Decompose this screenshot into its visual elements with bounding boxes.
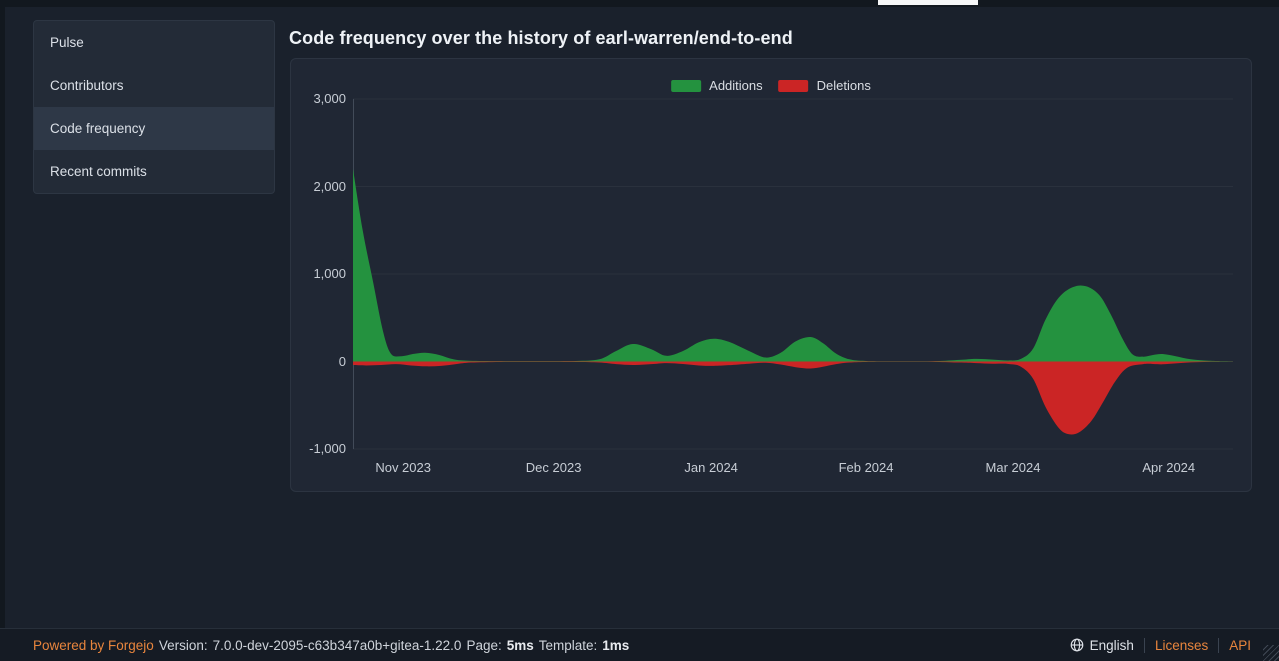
page-title: Code frequency over the history of earl-… [289, 28, 793, 49]
left-strip [0, 0, 5, 661]
x-axis-tick-label: Dec 2023 [525, 460, 582, 475]
template-time-value: 1ms [602, 637, 630, 653]
licenses-link[interactable]: Licenses [1154, 637, 1209, 653]
powered-by-forgejo-link[interactable]: Powered by Forgejo [33, 637, 154, 653]
footer: Powered by Forgejo Version: 7.0.0-dev-20… [0, 628, 1279, 661]
version-value: 7.0.0-dev-2095-c63b347a0b+gitea-1.22.0 [212, 637, 462, 653]
x-axis-tick-label: Nov 2023 [375, 460, 431, 475]
window-resize-grip[interactable] [1263, 645, 1279, 661]
additions-area [353, 169, 1233, 362]
y-axis-tick-label: 3,000 [313, 91, 346, 106]
footer-links: English Licenses API [1070, 637, 1279, 653]
deletions-swatch [778, 79, 809, 92]
legend-additions[interactable]: Additions [671, 78, 763, 93]
activity-sidebar-menu: Pulse Contributors Code frequency Recent… [33, 20, 275, 194]
footer-meta: Powered by Forgejo Version: 7.0.0-dev-20… [0, 638, 629, 653]
x-axis-tick-label: Jan 2024 [684, 460, 738, 475]
y-axis-tick-label: 0 [338, 353, 346, 369]
chart-legend: Additions Deletions [671, 78, 871, 93]
active-tab-indicator [878, 0, 978, 5]
code-frequency-chart-card: Additions Deletions 3,000 2,000 1,000 0 -1,0… [290, 58, 1252, 492]
page-time-value: 5ms [506, 637, 534, 653]
x-axis-tick-label: Feb 2024 [838, 460, 894, 475]
legend-deletions-label: Deletions [816, 78, 871, 93]
sidebar-item-code-frequency[interactable]: Code frequency [34, 107, 274, 150]
legend-deletions[interactable]: Deletions [778, 78, 871, 93]
template-time-label: Template: [538, 637, 598, 653]
sidebar-item-recent-commits[interactable]: Recent commits [50, 164, 147, 179]
legend-additions-label: Additions [709, 78, 763, 93]
footer-divider [1143, 637, 1145, 653]
y-axis-tick-label: 2,000 [313, 178, 346, 194]
code-frequency-chart[interactable] [353, 98, 1233, 450]
page-time-label: Page: [466, 637, 502, 653]
additions-swatch [671, 79, 702, 92]
sidebar-item-contributors[interactable]: Contributors [50, 78, 124, 93]
language-selector[interactable]: English [1070, 638, 1134, 653]
version-label: Version: [158, 637, 208, 653]
x-axis-tick-label: Mar 2024 [985, 460, 1041, 475]
sidebar-item-pulse[interactable]: Pulse [50, 35, 84, 50]
top-strip [0, 0, 1279, 7]
y-axis-tick-label: -1,000 [309, 441, 346, 456]
x-axis-tick-label: Apr 2024 [1142, 460, 1196, 475]
api-link[interactable]: API [1229, 637, 1251, 653]
globe-icon [1070, 638, 1083, 652]
deletions-area [353, 361, 1233, 435]
language-label: English [1089, 637, 1134, 653]
footer-divider [1218, 637, 1220, 653]
y-axis-tick-label: 1,000 [313, 266, 346, 281]
